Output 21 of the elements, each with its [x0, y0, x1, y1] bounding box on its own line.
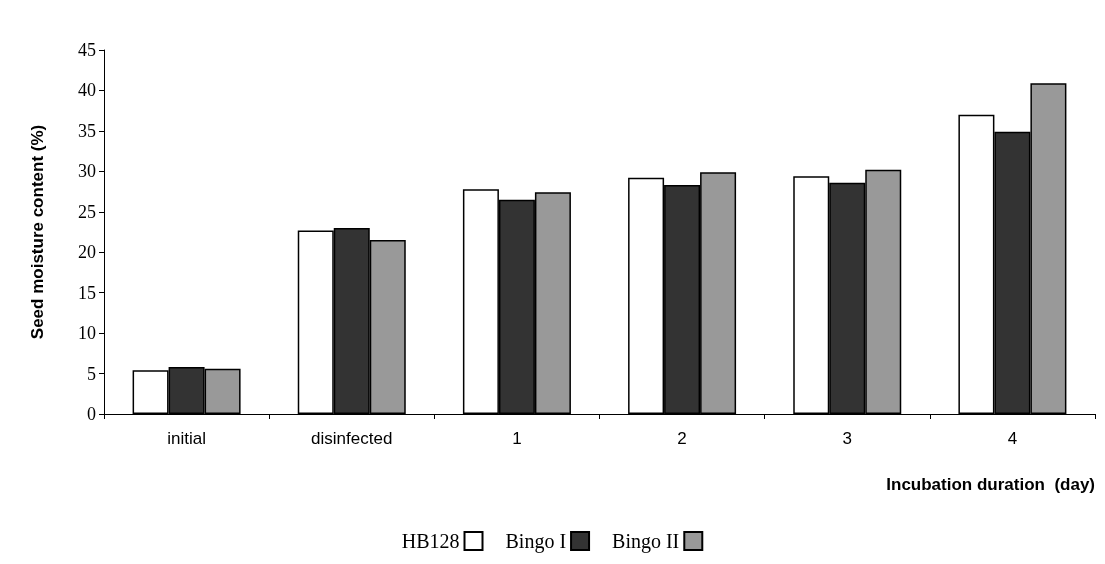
y-tick-label: 15	[78, 282, 96, 303]
x-axis-title: Incubation duration (day)	[886, 475, 1095, 494]
x-tick-label: 3	[842, 429, 852, 448]
legend-label: Bingo I	[505, 530, 567, 553]
y-tick-label: 40	[78, 80, 96, 101]
y-tick-label: 30	[78, 161, 96, 182]
legend-label: HB128	[401, 530, 460, 552]
legend-label: Bingo II	[612, 530, 680, 553]
x-tick-label: 1	[512, 429, 522, 448]
y-tick-label: 25	[78, 201, 96, 222]
y-tick-label: 45	[78, 40, 96, 60]
x-tick-label: disinfected	[311, 429, 393, 448]
y-axis-title: Seed moisture content (%)	[28, 124, 47, 340]
x-tick-label: initial	[167, 429, 206, 448]
x-tick-label: 2	[677, 429, 687, 448]
y-tick-label: 0	[87, 404, 96, 424]
y-tick-label: 5	[87, 363, 96, 384]
x-tick-label: 4	[1007, 429, 1018, 448]
y-tick-label: 20	[78, 242, 96, 263]
y-tick-label: 35	[78, 120, 96, 141]
y-tick-label: 10	[78, 323, 96, 344]
